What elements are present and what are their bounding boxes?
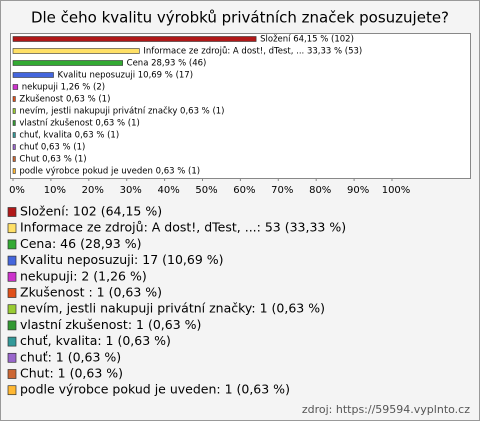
- legend-swatch: [7, 352, 17, 363]
- legend-swatch: [7, 369, 17, 379]
- legend-swatch: [7, 239, 17, 250]
- bar: [12, 36, 257, 42]
- bar-label: Zkušenost 0,63 % (1): [19, 94, 110, 105]
- legend-swatch: [7, 336, 17, 347]
- legend-label: Kvalitu neposuzuji: 17 (10,69 %): [20, 252, 224, 267]
- bar: [12, 60, 123, 66]
- bar-label: podle výrobce pokud je uveden 0,63 % (1): [19, 167, 200, 177]
- legend-label: Informace ze zdrojů: A dost!, dTest, ...…: [20, 220, 346, 235]
- legend-label: Složení: 102 (64,15 %): [20, 204, 162, 219]
- bar: [12, 96, 16, 102]
- x-tick-label: 80%: [309, 185, 331, 196]
- legend-label: Cena: 46 (28,93 %): [20, 236, 141, 251]
- legend-label: Chut: 1 (0,63 %): [20, 366, 123, 381]
- bar: [12, 156, 16, 162]
- x-tick-label: 0%: [9, 185, 25, 196]
- legend-label: podle výrobce pokud je uveden: 1 (0,63 %…: [20, 382, 290, 397]
- chart-title: Dle čeho kvalitu výrobků privátních znač…: [31, 9, 449, 27]
- legend-label: chuť, kvalita: 1 (0,63 %): [20, 333, 171, 348]
- bar: [12, 168, 16, 174]
- x-tick-label: 10%: [44, 185, 66, 196]
- x-tick-label: 40%: [157, 185, 179, 196]
- bar-label: vlastní zkušenost 0,63 % (1): [19, 118, 139, 129]
- bar: [12, 72, 54, 78]
- bar-label: Informace ze zdrojů: A dost!, dTest, ...…: [143, 46, 362, 57]
- x-tick-label: 30%: [120, 185, 142, 196]
- x-tick-label: 70%: [271, 185, 293, 196]
- x-tick-label: 60%: [233, 185, 255, 196]
- bar: [12, 144, 16, 150]
- x-tick-label: 90%: [347, 185, 369, 196]
- bar: [12, 132, 16, 138]
- bar-label: Chut 0,63 % (1): [19, 155, 86, 165]
- legend-swatch: [7, 255, 17, 266]
- bar-label: Kvalitu neposuzuji 10,69 % (17): [58, 71, 194, 81]
- bar-label: chuť, kvalita 0,63 % (1): [19, 131, 119, 141]
- bar-label: nekupuji 1,26 % (2): [22, 83, 105, 93]
- legend-swatch: [7, 304, 17, 315]
- legend-label: Zkušenost : 1 (0,63 %): [20, 285, 162, 300]
- legend-swatch: [7, 207, 17, 217]
- plot-area: [10, 33, 471, 179]
- legend-swatch: [7, 223, 17, 234]
- source: zdroj: https://59594.vyplnto.cz: [302, 403, 470, 416]
- legend-swatch: [7, 288, 17, 298]
- legend-swatch: [7, 271, 17, 282]
- legend-label: nekupuji: 2 (1,26 %): [20, 268, 147, 283]
- bar-label: Složení 64,15 % (102): [260, 35, 354, 45]
- bar-label: nevím, jestli nakupuji privátní značky 0…: [19, 106, 224, 117]
- x-tick-label: 50%: [195, 185, 217, 196]
- legend-swatch: [7, 385, 17, 396]
- bar: [12, 108, 16, 114]
- legend-label: vlastní zkušenost: 1 (0,63 %): [20, 317, 201, 332]
- legend-label: chuť: 1 (0,63 %): [20, 349, 121, 364]
- legend-label: nevím, jestli nakupuji privátní značky: …: [20, 301, 325, 316]
- bar: [12, 120, 16, 126]
- bar-label: chuť 0,63 % (1): [19, 143, 85, 153]
- bar: [12, 48, 140, 54]
- bar-label: Cena 28,93 % (46): [127, 59, 207, 69]
- bar: [12, 84, 19, 90]
- x-tick-label: 20%: [82, 185, 104, 196]
- x-tick-label: 100%: [382, 185, 411, 196]
- legend-swatch: [7, 320, 17, 331]
